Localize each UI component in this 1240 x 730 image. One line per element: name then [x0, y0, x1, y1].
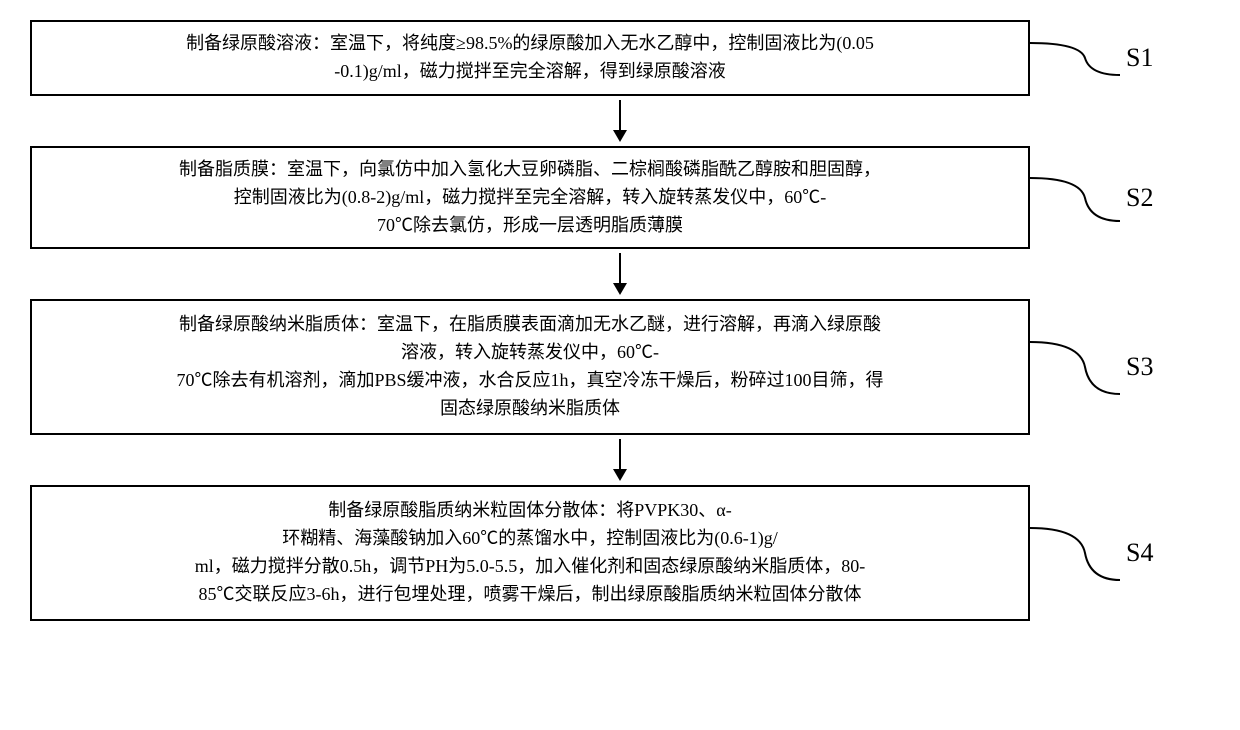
step-box-s3: 制备绿原酸纳米脂质体：室温下，在脂质膜表面滴加无水乙醚，进行溶解，再滴入绿原酸 …: [30, 299, 1030, 435]
step-text: 制备绿原酸纳米脂质体：室温下，在脂质膜表面滴加无水乙醚，进行溶解，再滴入绿原酸: [179, 314, 881, 334]
step-row-s4: 制备绿原酸脂质纳米粒固体分散体：将PVPK30、α- 环糊精、海藻酸钠加入60℃…: [30, 485, 1210, 621]
step-label: S1: [1126, 43, 1153, 73]
curve-icon: [1030, 498, 1120, 608]
step-text: 控制固液比为(0.8-2)g/ml，磁力搅拌至完全溶解，转入旋转蒸发仪中，60℃…: [234, 187, 826, 207]
step-text: ml，磁力搅拌分散0.5h，调节PH为5.0-5.5，加入催化剂和固态绿原酸纳米…: [195, 556, 866, 576]
curve-icon: [1030, 312, 1120, 422]
step-box-s2: 制备脂质膜：室温下，向氯仿中加入氢化大豆卵磷脂、二棕榈酸磷脂酰乙醇胺和胆固醇， …: [30, 146, 1030, 250]
step-text: 制备绿原酸溶液：室温下，将纯度≥98.5%的绿原酸加入无水乙醇中，控制固液比为(…: [186, 33, 874, 53]
arrow-line: [619, 253, 621, 283]
step-text: 70℃除去氯仿，形成一层透明脂质薄膜: [377, 215, 683, 235]
arrow-head-icon: [613, 130, 627, 142]
arrow-head-icon: [613, 469, 627, 481]
step-text: 70℃除去有机溶剂，滴加PBS缓冲液，水合反应1h，真空冷冻干燥后，粉碎过100…: [176, 370, 883, 390]
step-box-s4: 制备绿原酸脂质纳米粒固体分散体：将PVPK30、α- 环糊精、海藻酸钠加入60℃…: [30, 485, 1030, 621]
step-label: S3: [1126, 352, 1153, 382]
step-row-s3: 制备绿原酸纳米脂质体：室温下，在脂质膜表面滴加无水乙醚，进行溶解，再滴入绿原酸 …: [30, 299, 1210, 435]
curve-icon: [1030, 153, 1120, 243]
arrow-head-icon: [613, 283, 627, 295]
step-text: 环糊精、海藻酸钠加入60℃的蒸馏水中，控制固液比为(0.6-1)g/: [282, 528, 777, 548]
arrow-s2-s3: [120, 253, 1120, 295]
step-label: S2: [1126, 183, 1153, 213]
step-text: -0.1)g/ml，磁力搅拌至完全溶解，得到绿原酸溶液: [334, 61, 726, 81]
flowchart: 制备绿原酸溶液：室温下，将纯度≥98.5%的绿原酸加入无水乙醇中，控制固液比为(…: [30, 20, 1210, 621]
step-row-s2: 制备脂质膜：室温下，向氯仿中加入氢化大豆卵磷脂、二棕榈酸磷脂酰乙醇胺和胆固醇， …: [30, 146, 1210, 250]
step-box-s1: 制备绿原酸溶液：室温下，将纯度≥98.5%的绿原酸加入无水乙醇中，控制固液比为(…: [30, 20, 1030, 96]
step-text: 85℃交联反应3-6h，进行包埋处理，喷雾干燥后，制出绿原酸脂质纳米粒固体分散体: [199, 584, 862, 604]
arrow-s3-s4: [120, 439, 1120, 481]
step-text: 制备脂质膜：室温下，向氯仿中加入氢化大豆卵磷脂、二棕榈酸磷脂酰乙醇胺和胆固醇，: [179, 159, 881, 179]
step-row-s1: 制备绿原酸溶液：室温下，将纯度≥98.5%的绿原酸加入无水乙醇中，控制固液比为(…: [30, 20, 1210, 96]
step-text: 溶液，转入旋转蒸发仪中，60℃-: [401, 342, 659, 362]
arrow-s1-s2: [120, 100, 1120, 142]
step-text: 固态绿原酸纳米脂质体: [440, 398, 620, 418]
step-text: 制备绿原酸脂质纳米粒固体分散体：将PVPK30、α-: [328, 500, 731, 520]
label-connector-s2: S2: [1030, 153, 1153, 243]
step-label: S4: [1126, 538, 1153, 568]
arrow-line: [619, 100, 621, 130]
arrow-line: [619, 439, 621, 469]
curve-icon: [1030, 23, 1120, 93]
label-connector-s3: S3: [1030, 312, 1153, 422]
label-connector-s1: S1: [1030, 23, 1153, 93]
label-connector-s4: S4: [1030, 498, 1153, 608]
